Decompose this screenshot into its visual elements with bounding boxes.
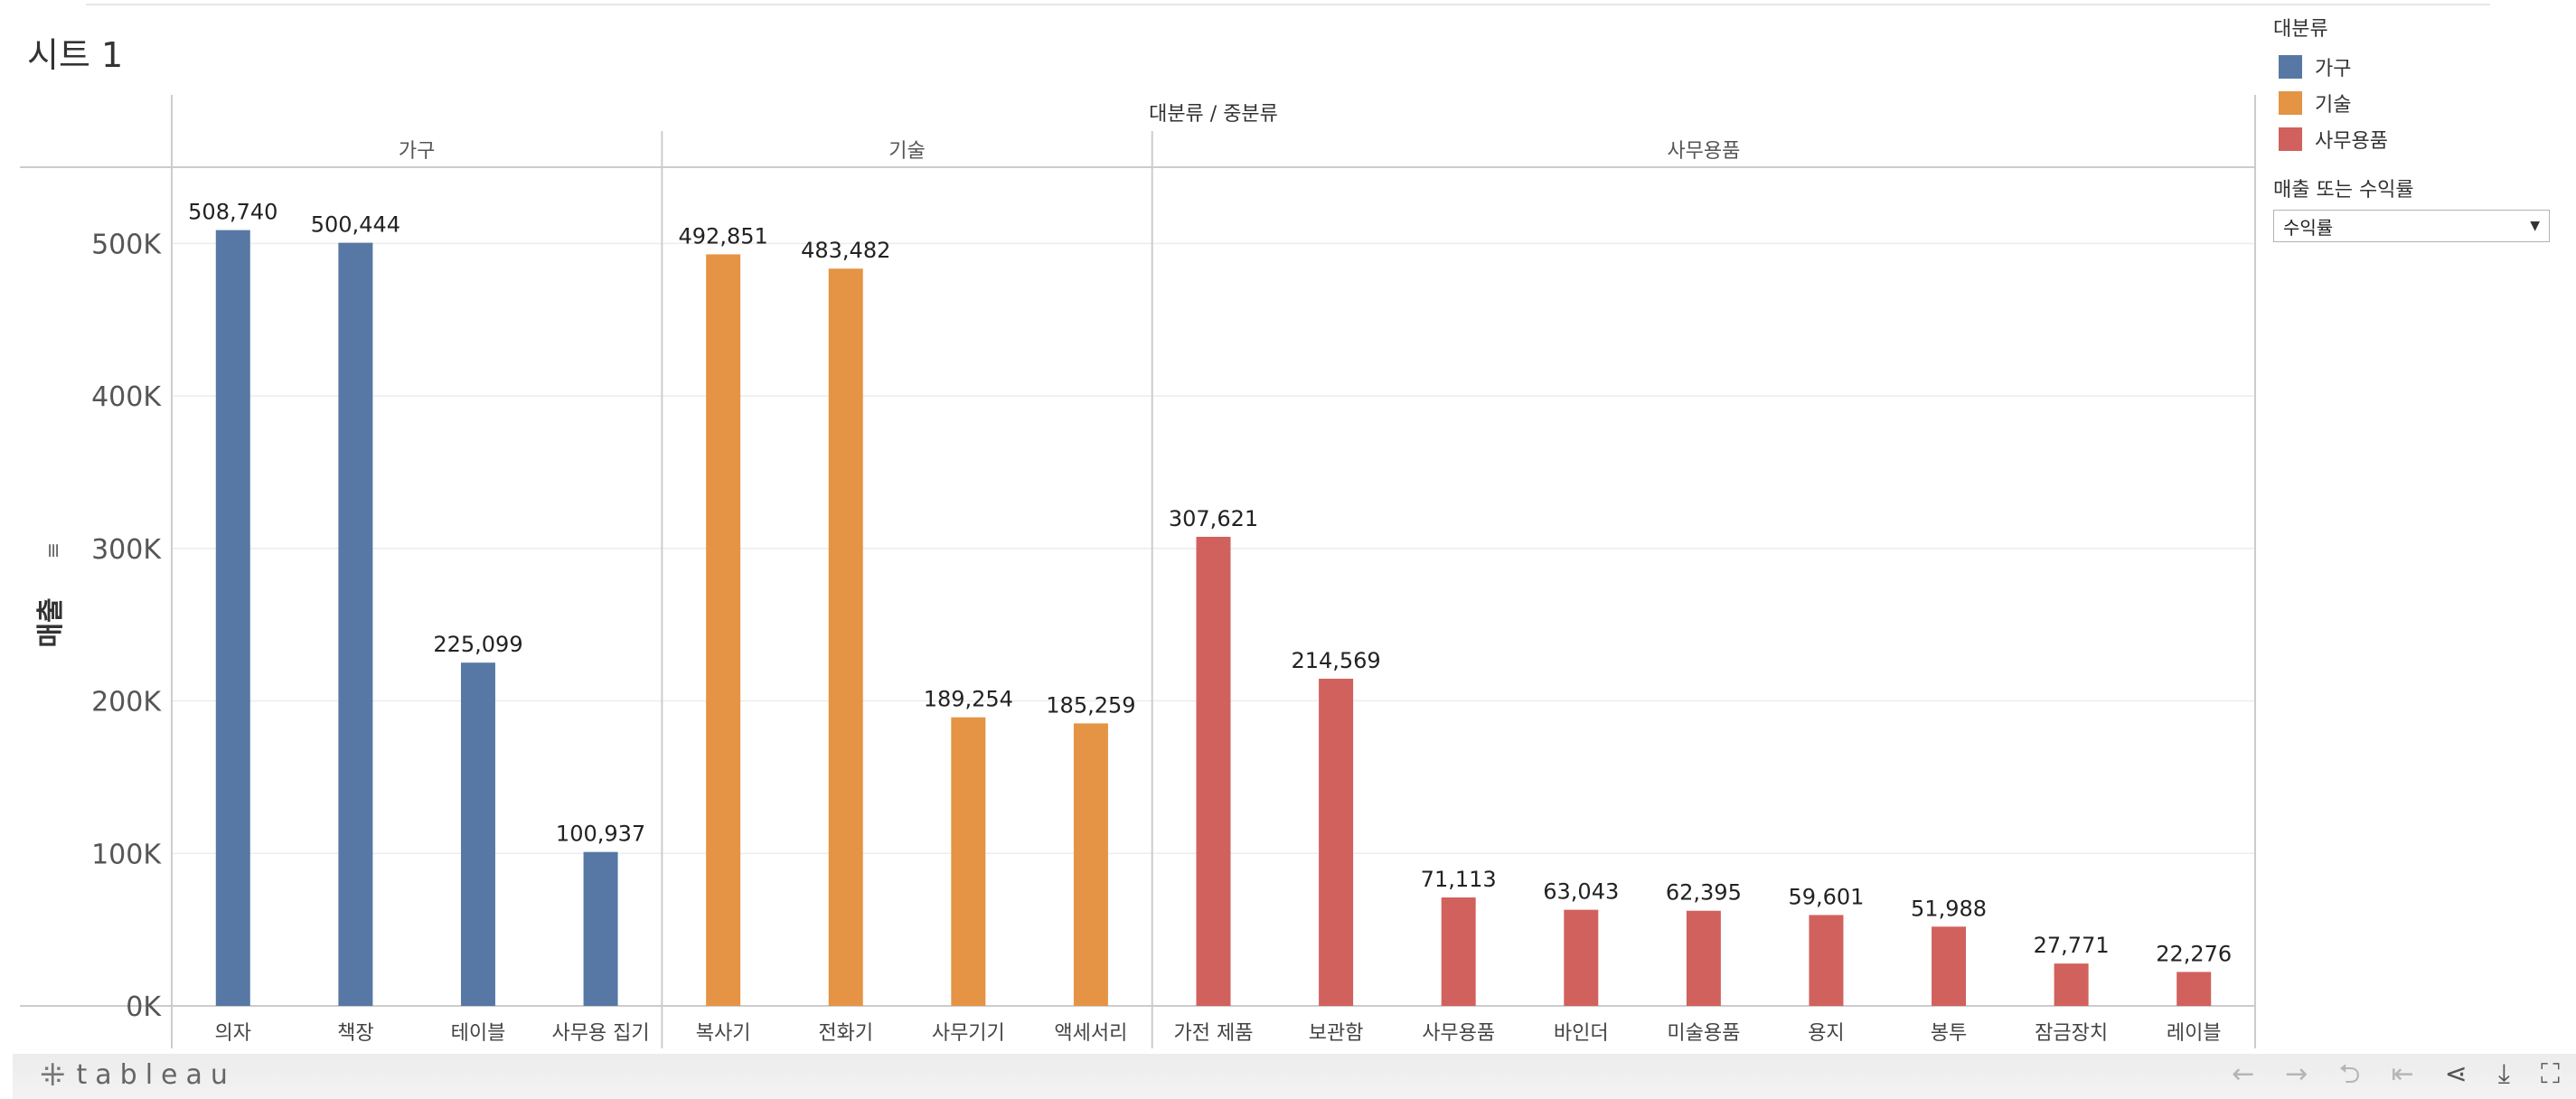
legend-title: 대분류 xyxy=(2273,18,2328,41)
bar xyxy=(338,242,373,1006)
bar-value-label: 62,395 xyxy=(1666,880,1742,906)
bar-value-label: 51,988 xyxy=(1911,896,1987,921)
x-tick-label: 사무용 집기 xyxy=(551,1022,649,1045)
undo-icon[interactable]: ← xyxy=(2232,1058,2255,1090)
bar xyxy=(215,230,250,1006)
toolbar-buttons: ← → ⮌ ⇤ ⋖ ⤓ ⛶ xyxy=(2232,1061,2560,1088)
y-tick-label: 400K xyxy=(91,381,162,413)
bar-value-label: 500,444 xyxy=(311,212,400,238)
bar-value-label: 189,254 xyxy=(924,687,1013,712)
viz-toolbar: ⁜ tableau ← → ⮌ ⇤ ⋖ ⤓ ⛶ xyxy=(13,1054,2576,1099)
bar xyxy=(2176,972,2212,1006)
legend-label: 가구 xyxy=(2315,58,2352,80)
bar xyxy=(1686,910,1721,1006)
x-tick-label: 보관함 xyxy=(1309,1022,1364,1045)
bar xyxy=(951,717,986,1006)
bar-value-label: 225,099 xyxy=(433,632,522,657)
fullscreen-icon[interactable]: ⛶ xyxy=(2541,1058,2560,1090)
x-tick-label: 미술용품 xyxy=(1667,1022,1740,1045)
legend-label: 사무용품 xyxy=(2315,130,2388,153)
x-tick-label: 바인더 xyxy=(1554,1022,1609,1045)
x-tick-label: 액세서리 xyxy=(1054,1022,1127,1045)
x-tick-label: 잠금장치 xyxy=(2035,1022,2108,1045)
x-tick-label: 복사기 xyxy=(696,1022,751,1045)
column-header-title: 대분류 / 중분류 xyxy=(1149,103,1278,126)
y-tick-label: 200K xyxy=(91,687,162,719)
group-header-label: 기술 xyxy=(888,140,925,163)
y-tick-label: 500K xyxy=(91,229,162,260)
bar-value-label: 508,740 xyxy=(188,200,277,225)
x-tick-label: 책장 xyxy=(337,1022,373,1045)
bar-value-label: 214,569 xyxy=(1291,648,1380,673)
download-icon[interactable]: ⤓ xyxy=(2497,1058,2510,1090)
bar xyxy=(828,268,863,1006)
x-tick-label: 용지 xyxy=(1808,1022,1844,1045)
share-icon[interactable]: ⋖ xyxy=(2444,1058,2468,1090)
x-tick-label: 사무기기 xyxy=(932,1022,1005,1045)
legend-swatch xyxy=(2279,55,2302,79)
bar xyxy=(460,662,495,1006)
legend-swatch xyxy=(2279,91,2302,115)
redo-icon[interactable]: → xyxy=(2285,1058,2308,1090)
chevron-down-icon: ▼ xyxy=(2530,219,2540,233)
top-rule xyxy=(86,4,2490,5)
bar xyxy=(2054,963,2089,1006)
reset-icon[interactable]: ⇤ xyxy=(2391,1058,2414,1090)
bar-value-label: 483,482 xyxy=(801,238,890,263)
bar-value-label: 185,259 xyxy=(1046,692,1135,718)
parameter-value: 수익률 xyxy=(2283,216,2334,239)
bar-value-label: 71,113 xyxy=(1421,867,1497,892)
parameter-dropdown[interactable]: 수익률 ▼ xyxy=(2273,210,2550,242)
legend-label: 기술 xyxy=(2315,94,2352,117)
bar-value-label: 27,771 xyxy=(2034,933,2110,958)
x-tick-label: 의자 xyxy=(215,1022,251,1045)
group-header-label: 사무용품 xyxy=(1667,140,1740,163)
y-tick-label: 100K xyxy=(91,839,162,870)
x-tick-label: 테이블 xyxy=(451,1022,506,1045)
legend-panel: 대분류 가구 기술 사무용품 매출 또는 수익률 수익률 ▼ xyxy=(2273,13,2562,242)
bar-value-label: 63,043 xyxy=(1543,879,1619,905)
bar-value-label: 492,851 xyxy=(679,223,768,249)
x-tick-label: 사무용품 xyxy=(1422,1022,1495,1045)
y-tick-label: 0K xyxy=(126,991,162,1023)
bar xyxy=(1564,909,1599,1006)
legend-item-technology[interactable]: 기술 xyxy=(2273,85,2562,121)
bar xyxy=(1932,926,1967,1006)
bar xyxy=(1809,915,1844,1006)
brand-text: tableau xyxy=(76,1059,236,1091)
bar-value-label: 100,937 xyxy=(556,822,645,847)
bar xyxy=(1441,897,1476,1006)
bar-value-label: 22,276 xyxy=(2156,941,2232,966)
tableau-logo-icon: ⁜ xyxy=(40,1057,66,1094)
bar-value-label: 307,621 xyxy=(1169,506,1258,531)
sheet-title: 시트 1 xyxy=(27,35,124,75)
group-header-label: 가구 xyxy=(399,140,435,163)
bar-value-label: 59,601 xyxy=(1788,884,1864,909)
y-tick-label: 300K xyxy=(91,534,162,566)
legend-item-office-supplies[interactable]: 사무용품 xyxy=(2273,121,2562,157)
tableau-brand[interactable]: ⁜ tableau xyxy=(40,1059,236,1091)
bar xyxy=(1196,536,1231,1006)
bar xyxy=(1073,723,1108,1006)
x-tick-label: 가전 제품 xyxy=(1174,1022,1254,1045)
x-tick-label: 전화기 xyxy=(818,1022,873,1045)
parameter-title: 매출 또는 수익률 xyxy=(2273,179,2414,202)
x-tick-label: 봉투 xyxy=(1931,1022,1967,1045)
legend-swatch xyxy=(2279,127,2302,151)
sort-icon: ≡ xyxy=(42,542,65,559)
bar xyxy=(1319,678,1354,1006)
y-axis-label: 매출 xyxy=(35,597,67,647)
bar xyxy=(706,254,741,1006)
revert-icon[interactable]: ⮌ xyxy=(2338,1058,2361,1090)
legend-item-furniture[interactable]: 가구 xyxy=(2273,49,2562,85)
bar xyxy=(583,851,618,1006)
x-tick-label: 레이블 xyxy=(2167,1022,2222,1045)
